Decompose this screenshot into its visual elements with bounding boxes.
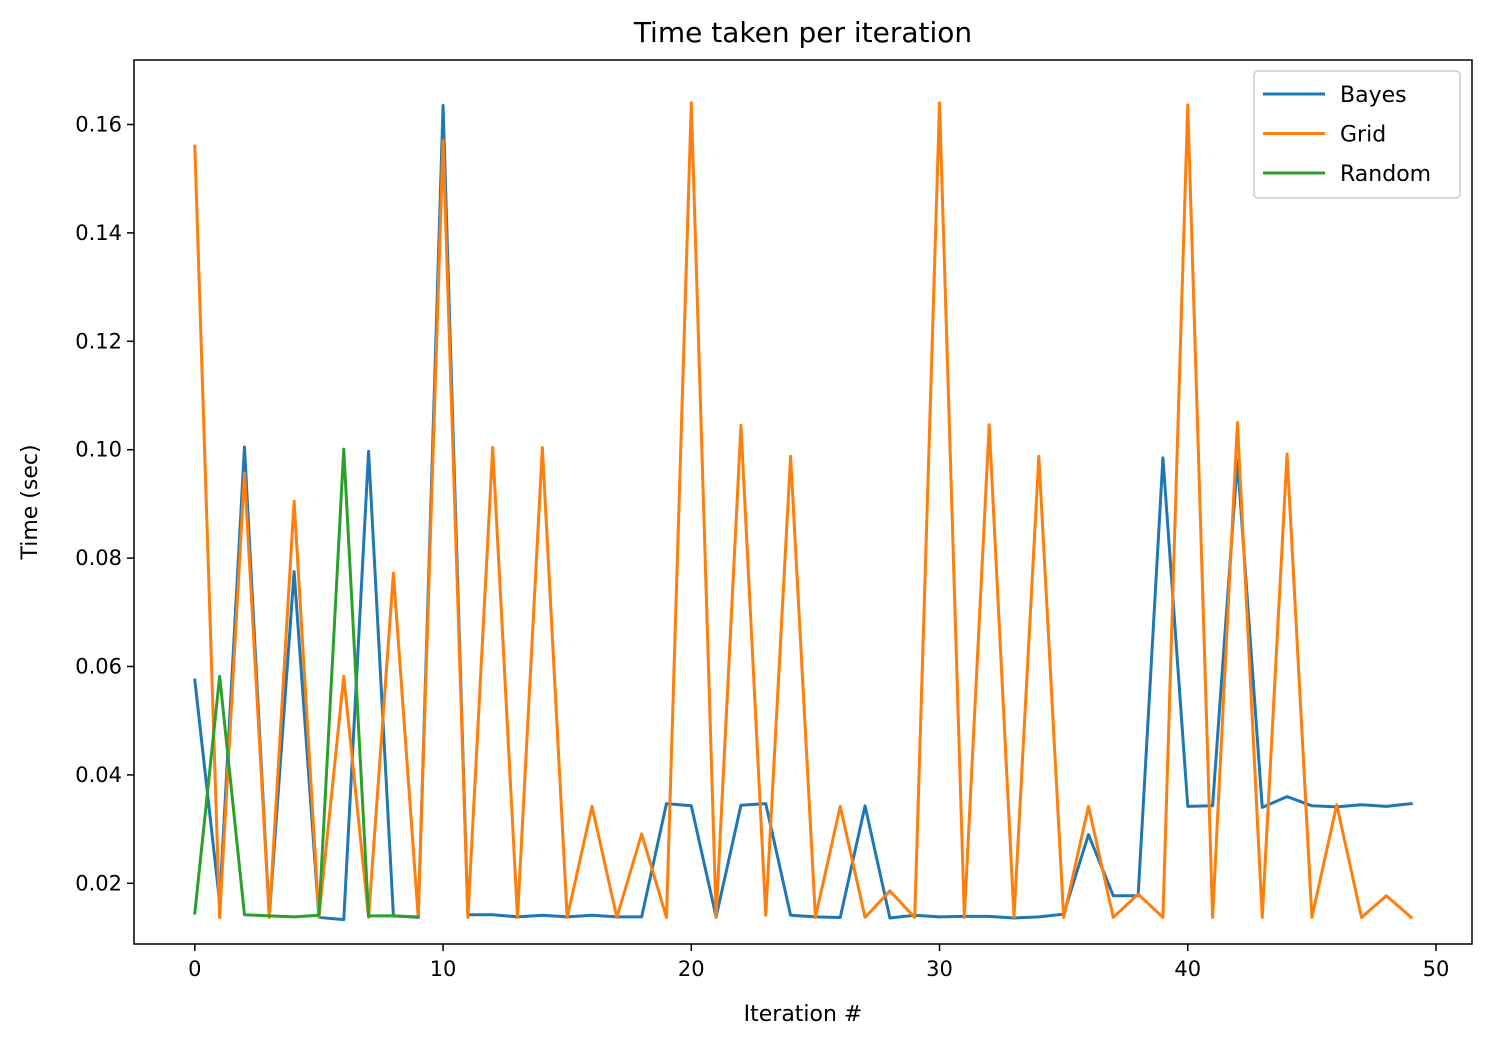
x-tick-label: 50: [1423, 957, 1450, 981]
plot-area: [133, 59, 1473, 945]
legend-box: [1253, 70, 1461, 199]
y-tick-label: 0.16: [75, 112, 122, 136]
plot-frame: [133, 59, 1473, 945]
x-axis-title: Iteration #: [744, 1002, 863, 1027]
y-axis-title: Time (sec): [18, 444, 43, 560]
y-tick-label: 0.08: [75, 546, 122, 570]
x-tick-label: 0: [188, 957, 201, 981]
legend: Bayes Grid Random: [1253, 70, 1461, 199]
series-layer: [193, 101, 1414, 922]
chart-title: Time taken per iteration: [633, 16, 972, 49]
series-line-grid: [193, 101, 1414, 920]
y-tick-label: 0.02: [75, 871, 122, 895]
x-tick-label: 40: [1174, 957, 1201, 981]
legend-label-bayes: Bayes: [1340, 83, 1407, 108]
y-tick-label: 0.10: [75, 438, 122, 462]
x-tick-label: 10: [430, 957, 457, 981]
y-tick-label: 0.06: [75, 654, 122, 678]
x-tick-label: 20: [678, 957, 705, 981]
legend-label-random: Random: [1340, 162, 1431, 187]
legend-label-grid: Grid: [1340, 123, 1386, 148]
x-tick-label: 30: [926, 957, 953, 981]
y-tick-label: 0.12: [75, 329, 122, 353]
y-tick-label: 0.04: [75, 763, 122, 787]
x-axis: 0 10 20 30 40 50: [188, 944, 1449, 981]
y-axis: 0.02 0.04 0.06 0.08 0.10 0.12 0.14 0.16: [75, 112, 134, 895]
y-tick-label: 0.14: [75, 221, 122, 245]
series-line-random: [193, 447, 420, 919]
